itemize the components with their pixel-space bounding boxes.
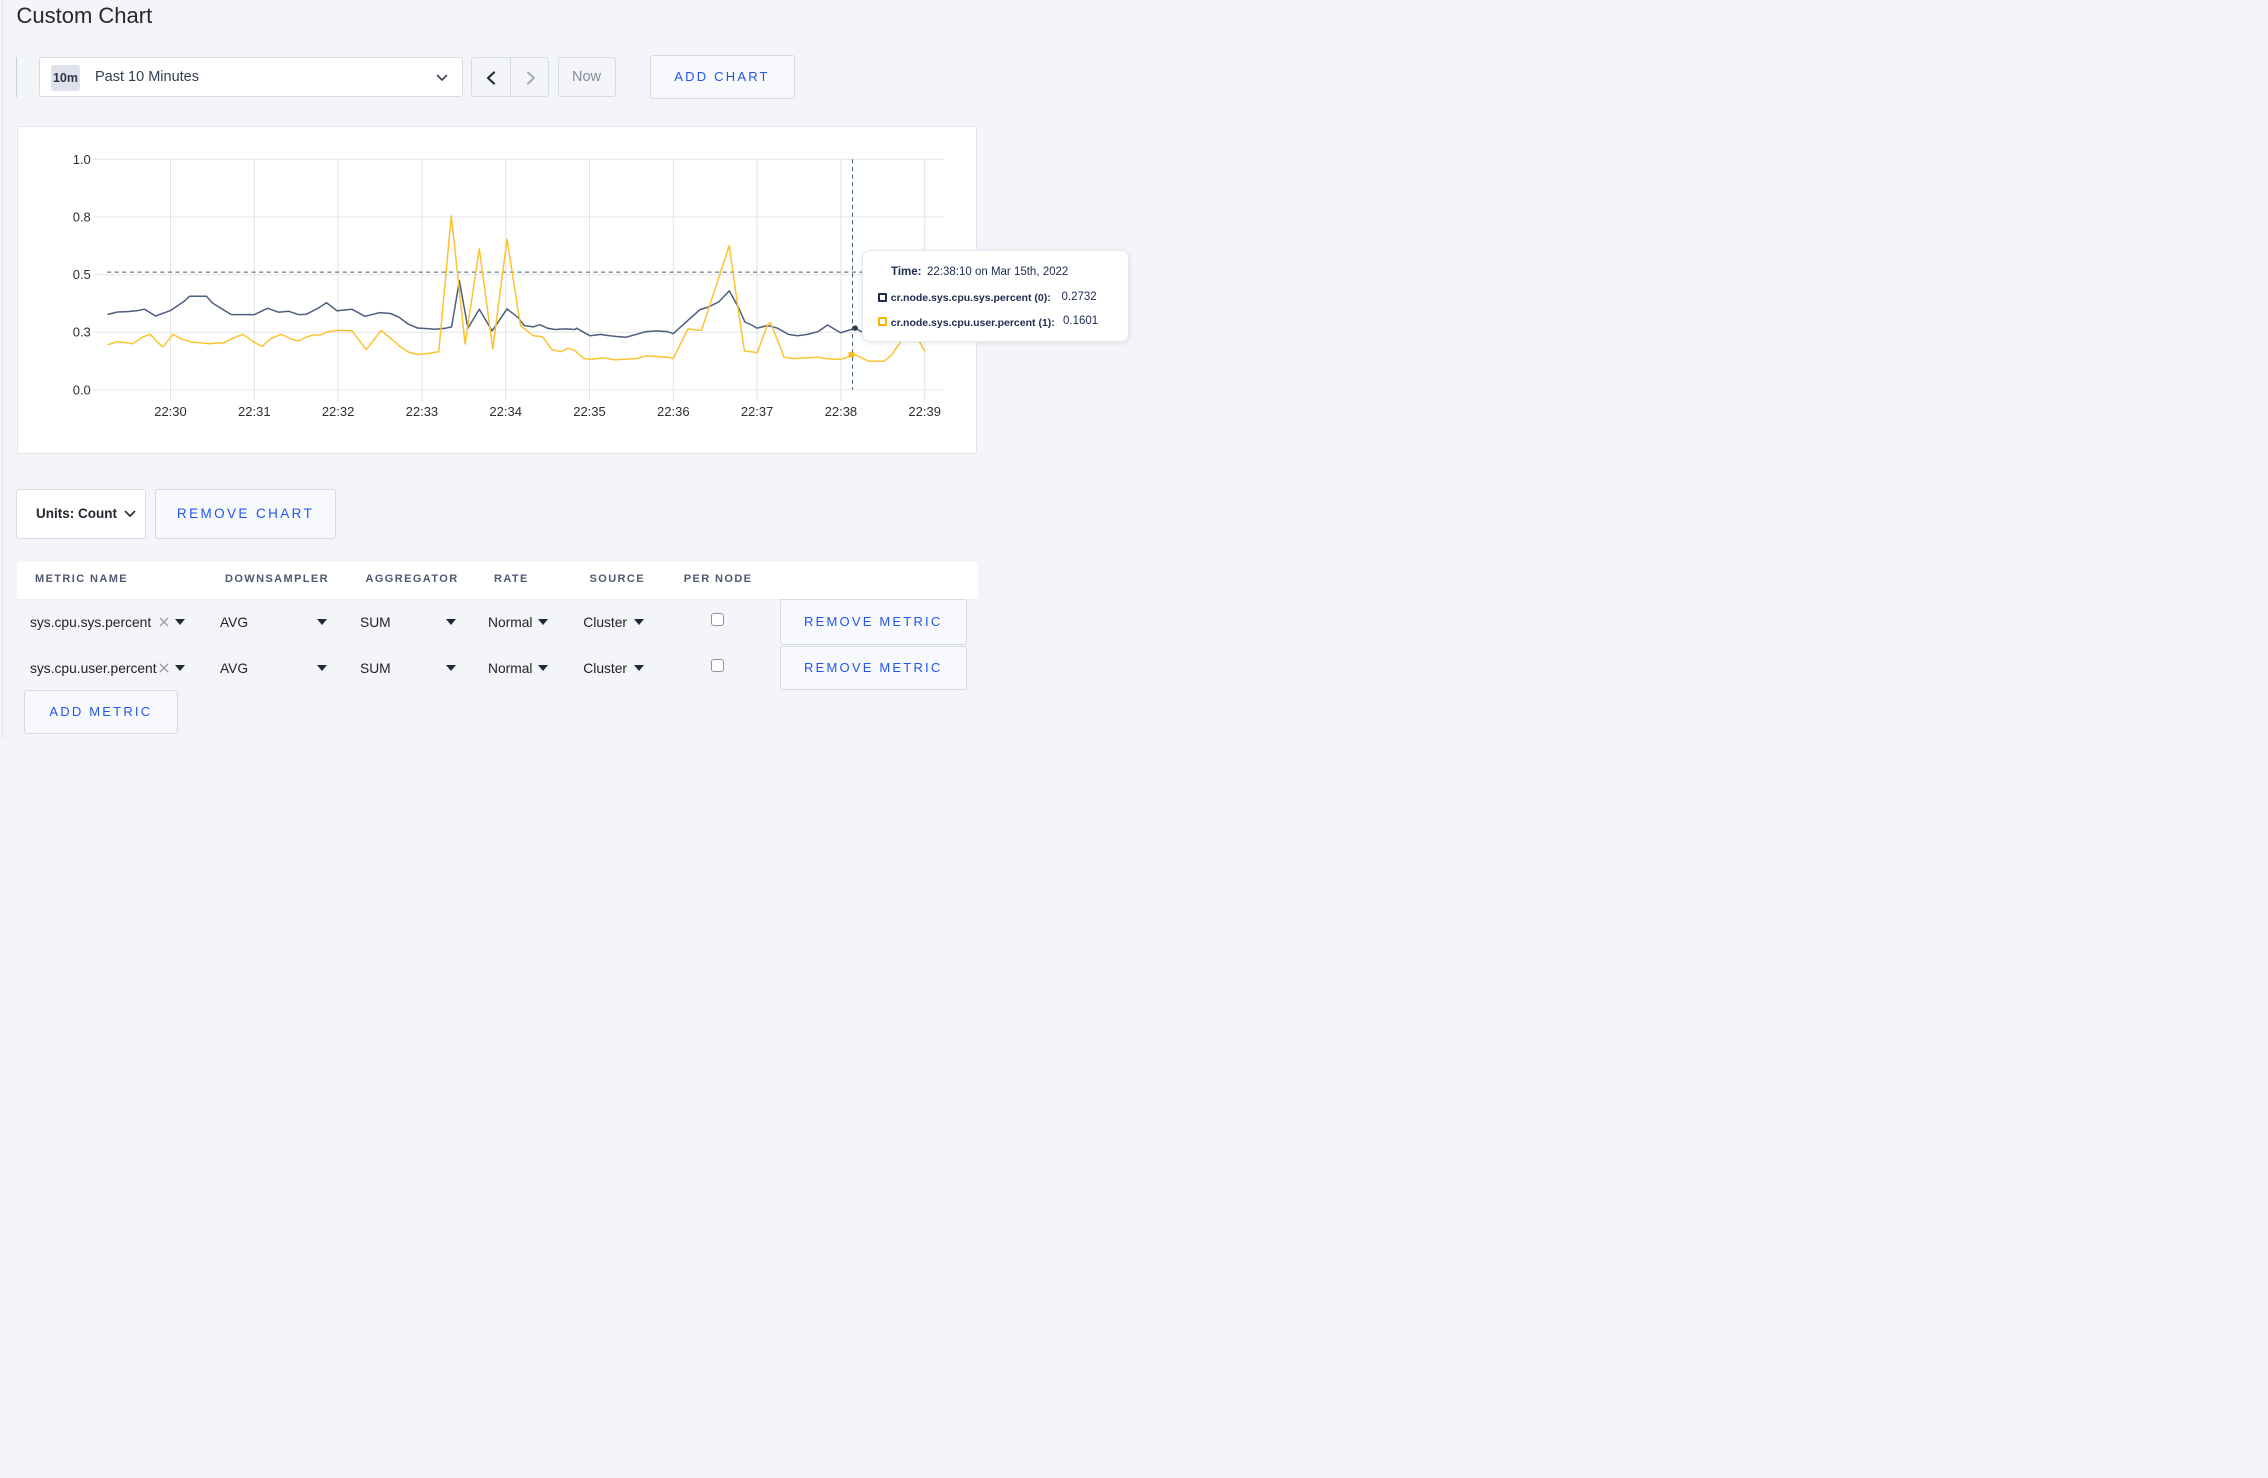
svg-text:1.0: 1.0: [72, 152, 90, 167]
svg-text:0.0: 0.0: [72, 382, 90, 397]
svg-text:22:37: 22:37: [740, 404, 773, 419]
svg-text:22:33: 22:33: [405, 404, 438, 419]
svg-text:22:31: 22:31: [238, 404, 271, 419]
svg-text:22:34: 22:34: [489, 404, 522, 419]
svg-text:22:39: 22:39: [908, 404, 941, 419]
svg-text:22:36: 22:36: [657, 404, 690, 419]
svg-text:0.5: 0.5: [72, 267, 90, 282]
svg-text:22:38: 22:38: [824, 404, 857, 419]
svg-text:22:35: 22:35: [573, 404, 606, 419]
svg-text:0.3: 0.3: [72, 325, 90, 340]
svg-text:22:32: 22:32: [321, 404, 354, 419]
svg-text:22:30: 22:30: [154, 404, 187, 419]
svg-text:0.8: 0.8: [72, 209, 90, 224]
